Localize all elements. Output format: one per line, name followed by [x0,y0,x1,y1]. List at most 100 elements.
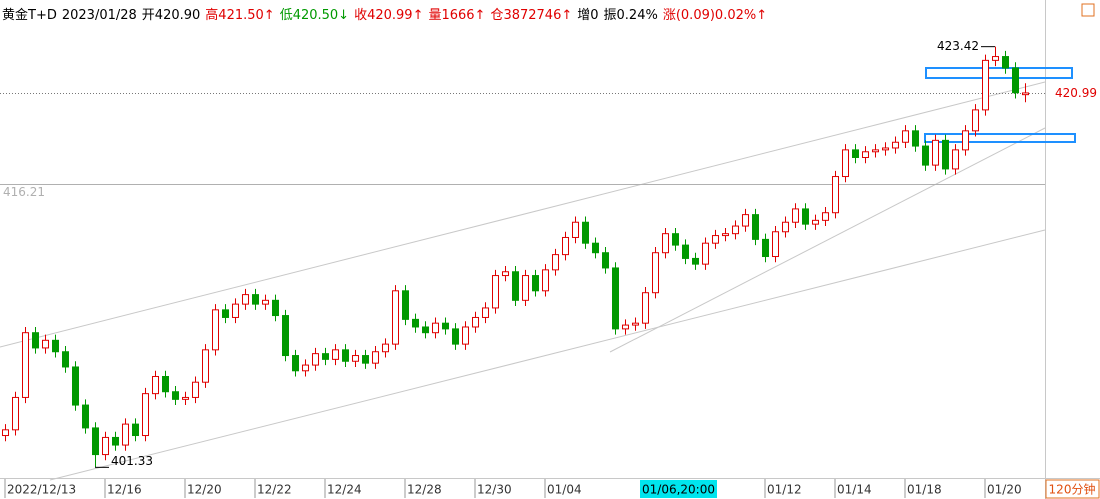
candle-body [1022,92,1029,96]
candle-body [172,391,179,400]
candle-body [442,322,449,330]
candle-body [542,269,549,292]
candle-body [692,257,699,265]
candle-body [202,349,209,383]
candle-body [862,151,869,158]
cursor-box [640,480,717,498]
candle-body [842,149,849,178]
candle-body [642,292,649,324]
x-tick-label: 12/16 [107,483,142,497]
candle-body [582,221,589,244]
candle-body [302,364,309,372]
trend-line [0,81,1046,348]
candle-body [192,381,199,398]
candle-body [132,423,139,437]
x-tick-label: 12/20 [187,483,222,497]
candle-body [292,355,299,372]
x-tick-label: 12/30 [477,483,512,497]
price-label: 420.99 [1055,86,1097,100]
candle-body [772,231,779,258]
candle-body [992,56,999,61]
x-tick-label: 01/20 [987,483,1022,497]
candle-body [452,328,459,345]
candle-body [102,436,109,456]
candle-body [42,339,49,349]
candle-body [32,332,39,349]
period-label: 120分钟 [1049,482,1096,497]
candle-body [762,238,769,258]
price-label: 416.21 [3,185,45,199]
header-item: 涨(0.09)0.02%↑ [662,8,768,23]
candle-body [492,275,499,309]
candle-body [652,252,659,294]
candle-body [262,299,269,305]
header-item: 黄金T+D [2,8,57,23]
candle-body [572,221,579,238]
candle-body [72,366,79,406]
candle-body [602,252,609,269]
candle-body [672,233,679,246]
candle-body [552,254,559,271]
candle-body [462,326,469,345]
candle-body [722,233,729,237]
candle-body [342,349,349,362]
candle-body [742,214,749,227]
candle-body [942,139,949,170]
candle-body [882,147,889,151]
candle-body [632,322,639,326]
candle-body [272,299,279,317]
header-item: 量1666↑ [428,8,486,23]
trend-line [609,127,1046,353]
period-box[interactable] [1045,479,1100,499]
candle-body [812,219,819,225]
candle-body [62,351,69,368]
quote-header: 黄金T+D 2023/01/28 开420.90 高421.50↑ 低420.50↓ 收4… [2,4,772,23]
candle-body [902,130,909,143]
highlight-box [924,133,1076,143]
header-item: 振0.24% [603,8,658,23]
header-item: 2023/01/28 [61,8,137,23]
candle-body [622,324,629,330]
candle-body [152,375,159,395]
candle-body [12,396,19,431]
candle-body [522,275,529,301]
candle-body [682,244,689,259]
candle-body [782,221,789,233]
x-tick-label: 01/14 [837,483,872,497]
x-tick-label: 01/18 [907,483,942,497]
candle-body [822,212,829,221]
trend-line [49,229,1046,481]
candle-body [802,208,809,225]
header-item: 增0 [577,8,599,23]
candle-body [92,427,99,456]
settings-icon[interactable] [1081,3,1095,17]
cursor-label: 01/06,20:00 [642,483,715,497]
candle-body [502,271,509,277]
candle-body [852,149,859,158]
candle-body [792,208,799,223]
candle-body [242,294,249,305]
header-item: 收420.99↑ [354,8,424,23]
candle-body [82,404,89,429]
x-tick-label: 2022/12/13 [7,483,76,497]
candle-body [1002,56,1009,69]
candle-body [912,130,919,147]
candle-body [512,271,519,301]
candle-body [322,353,329,360]
candle-body [922,145,929,166]
candle-body [422,326,429,334]
candle-body [392,290,399,345]
candle-body [612,267,619,330]
candle-body [1012,67,1019,94]
candle-body [52,339,59,353]
candle-body [962,130,969,151]
candle-body [482,307,489,318]
candle-body [252,294,259,305]
candle-body [892,141,899,149]
candle-body [472,316,479,328]
header-item: 开420.90 [141,8,201,23]
candle-body [232,303,239,318]
extreme-label: 401.33 [111,454,153,468]
candle-body [162,375,169,393]
